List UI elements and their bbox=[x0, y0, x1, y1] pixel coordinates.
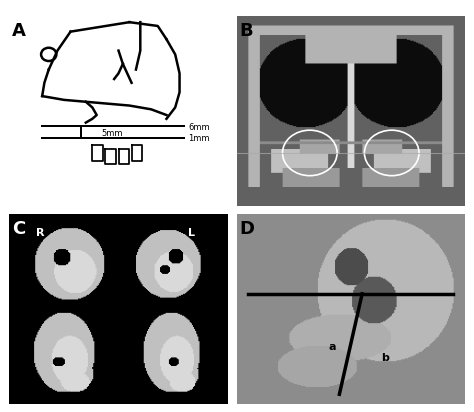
Text: a: a bbox=[329, 342, 337, 352]
Text: 1mm: 1mm bbox=[188, 134, 210, 143]
Text: A: A bbox=[12, 22, 26, 40]
Text: C: C bbox=[12, 220, 25, 238]
Text: 6mm: 6mm bbox=[188, 123, 210, 132]
Text: R: R bbox=[36, 227, 44, 237]
Text: L: L bbox=[188, 227, 195, 237]
Text: 5mm: 5mm bbox=[101, 129, 123, 138]
Text: D: D bbox=[239, 220, 254, 238]
Text: b: b bbox=[381, 353, 389, 363]
Text: B: B bbox=[239, 22, 253, 40]
